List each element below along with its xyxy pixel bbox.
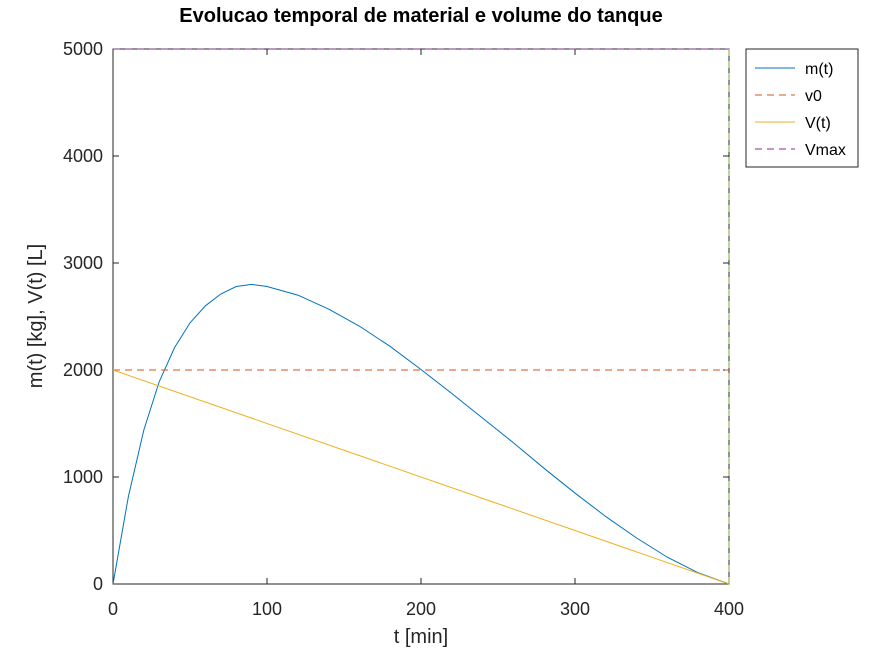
- series-line-v-t: [112, 369, 730, 585]
- legend-label: Vmax: [805, 142, 846, 159]
- legend-items: m(t) v0 V(t) Vmax: [755, 61, 846, 159]
- x-tick-label: 300: [560, 599, 590, 619]
- series-line-m-t: [112, 283, 730, 585]
- series-layer: [112, 48, 730, 585]
- y-tick-label: 5000: [63, 39, 103, 59]
- legend-label: m(t): [805, 61, 833, 78]
- axes-box: [112, 48, 730, 585]
- legend-label: v0: [805, 88, 822, 105]
- legend-label: V(t): [805, 115, 831, 132]
- y-tick-label: 4000: [63, 146, 103, 166]
- y-tick-label: 0: [93, 574, 103, 594]
- chart-title: Evolucao temporal de material e volume d…: [179, 5, 662, 27]
- x-tick-label: 200: [406, 599, 436, 619]
- legend-box: [745, 48, 859, 168]
- y-axis-label: m(t) [kg], V(t) [L]: [25, 244, 47, 388]
- x-tick-label: 400: [714, 599, 744, 619]
- x-axis-label: t [min]: [394, 626, 448, 648]
- legend: m(t) v0 V(t) Vmax: [745, 48, 859, 168]
- y-tick-label: 2000: [63, 360, 103, 380]
- x-tick-label: 0: [108, 599, 118, 619]
- y-tick-label: 1000: [63, 467, 103, 487]
- y-tick-label: 3000: [63, 253, 103, 273]
- x-tick-label: 100: [252, 599, 282, 619]
